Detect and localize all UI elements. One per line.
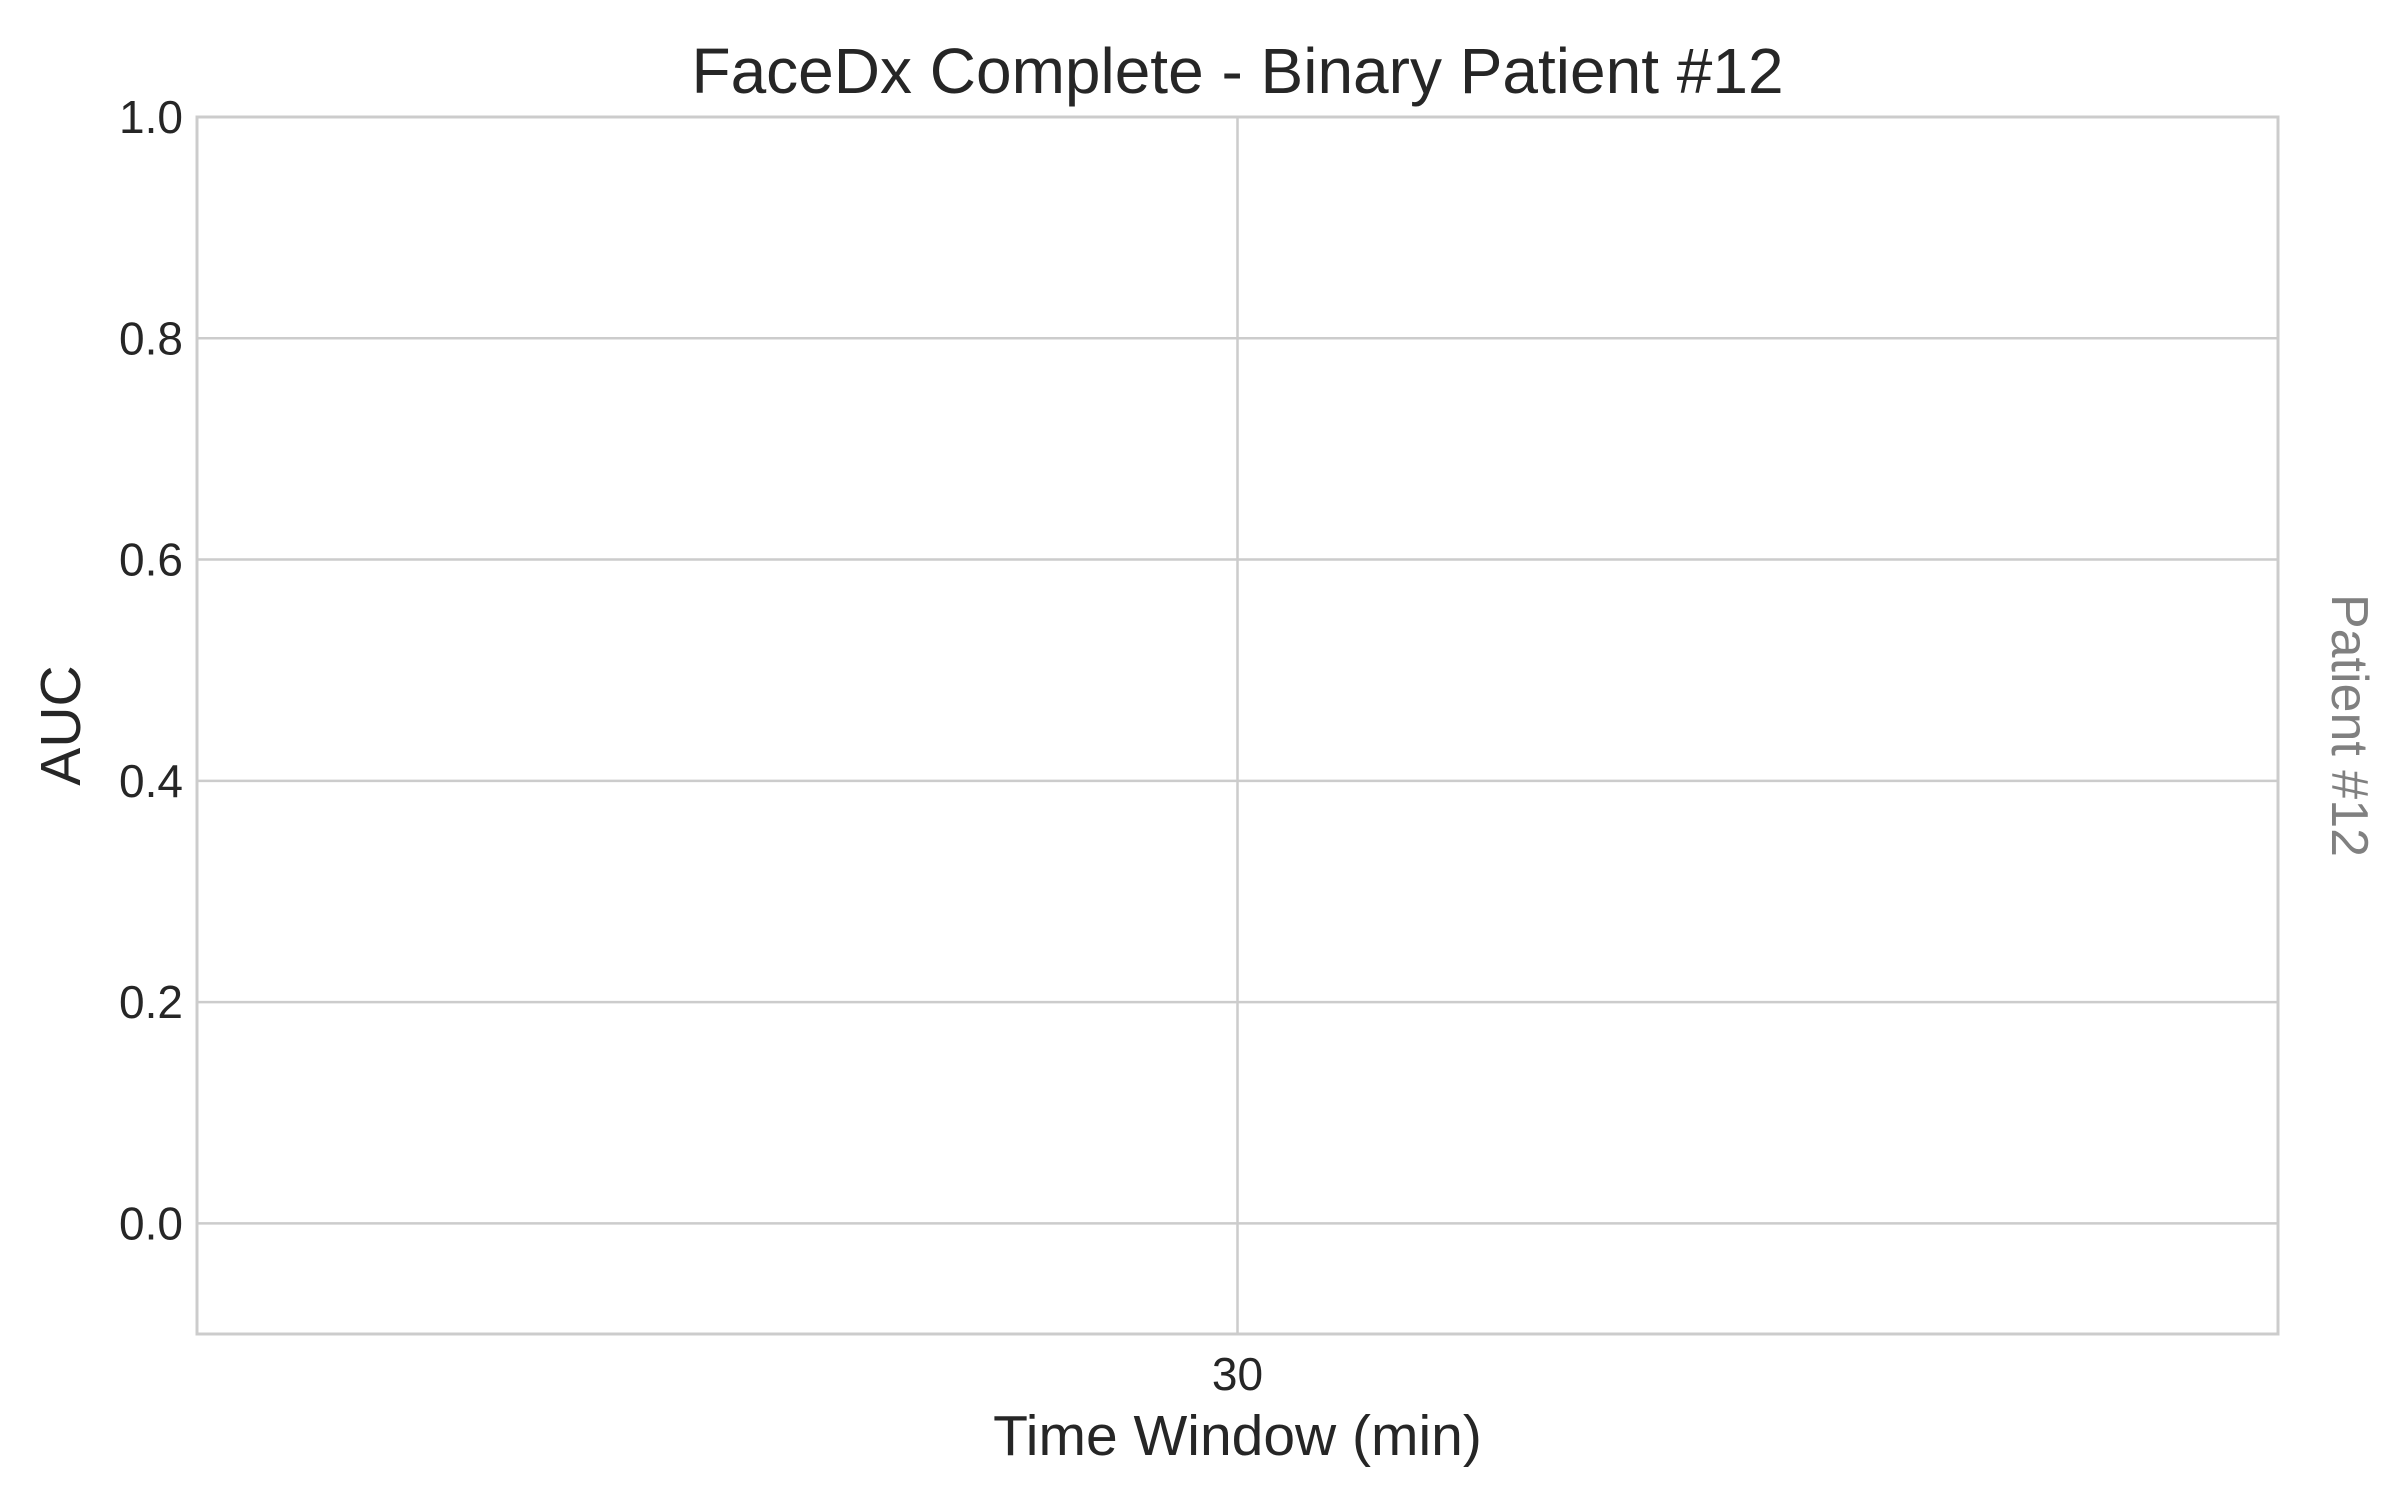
x-axis-label: Time Window (min)	[993, 1404, 1482, 1468]
y-axis-label: AUC	[29, 665, 93, 785]
x-tick-label: 30	[1212, 1348, 1263, 1400]
grid-lines	[197, 115, 2278, 1334]
y-tick-label: 0.0	[119, 1197, 183, 1249]
x-tick-labels: 30	[1212, 1348, 1263, 1400]
y-tick-label: 0.6	[119, 534, 183, 586]
plot-area-frame	[195, 115, 2280, 1336]
y-tick-labels: 0.0 0.2 0.4 0.6 0.8 1.0	[119, 91, 183, 1249]
y-tick-label: 0.2	[119, 976, 183, 1028]
y-tick-label: 0.4	[119, 755, 183, 807]
right-side-label: Patient #12	[2320, 594, 2378, 857]
y-tick-label: 0.8	[119, 312, 183, 364]
chart-title: FaceDx Complete - Binary Patient #12	[691, 35, 1783, 107]
y-tick-label: 1.0	[119, 91, 183, 143]
